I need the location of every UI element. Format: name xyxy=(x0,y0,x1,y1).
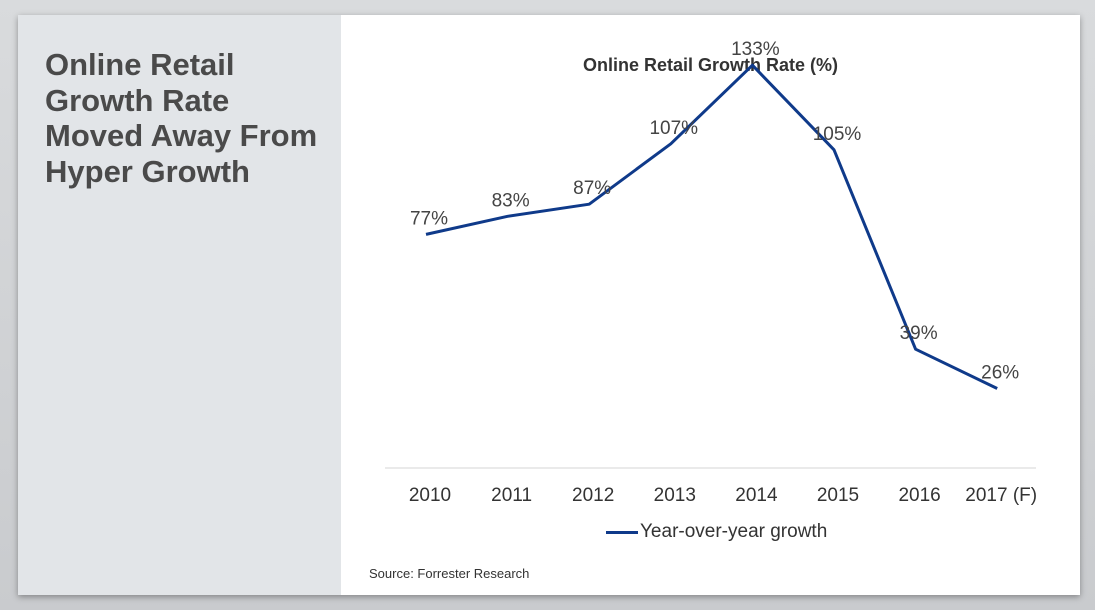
data-label: 87% xyxy=(573,178,611,199)
data-point xyxy=(914,347,918,351)
data-point xyxy=(587,202,591,206)
headline-panel: Online Retail Growth Rate Moved Away Fro… xyxy=(18,15,341,595)
data-label: 26% xyxy=(981,362,1019,383)
series-line xyxy=(425,63,998,390)
headline: Online Retail Growth Rate Moved Away Fro… xyxy=(45,47,318,189)
data-point xyxy=(750,63,754,67)
line-chart: 77% 83% 87% 107% 133% 105% 39% 26% 2010 2011 2012 2… xyxy=(385,39,1037,506)
data-label: 107% xyxy=(649,118,698,139)
data-point xyxy=(832,148,836,152)
data-point xyxy=(506,214,510,218)
slide: Online Retail Growth Rate Moved Away Fro… xyxy=(18,15,1080,595)
data-label: 83% xyxy=(492,190,530,211)
data-label: 105% xyxy=(813,124,862,145)
x-tick-label: 2013 xyxy=(654,485,696,506)
data-point xyxy=(995,386,999,390)
x-tick-label: 2014 xyxy=(735,485,778,506)
x-tick-label: 2016 xyxy=(898,485,940,506)
data-label: 77% xyxy=(410,208,448,229)
data-point xyxy=(669,142,673,146)
legend: Year-over-year growth xyxy=(606,520,827,544)
x-tick-label: 2017 (F) xyxy=(965,485,1037,506)
legend-label: Year-over-year growth xyxy=(640,521,828,542)
chart-title: Online Retail Growth Rate (%) xyxy=(582,55,839,75)
data-label: 39% xyxy=(900,323,938,344)
data-label: 133% xyxy=(731,39,780,60)
x-tick-label: 2012 xyxy=(572,485,614,506)
source-note: Source: Forrester Research xyxy=(369,566,530,581)
x-tick-label: 2011 xyxy=(491,485,532,506)
legend-swatch xyxy=(606,530,638,534)
chart-area: Online Retail Growth Rate (%) 77% 83% 87% 1… xyxy=(341,15,1080,595)
data-point xyxy=(424,232,428,236)
x-tick-label: 2010 xyxy=(409,485,451,506)
x-tick-label: 2015 xyxy=(817,485,859,506)
